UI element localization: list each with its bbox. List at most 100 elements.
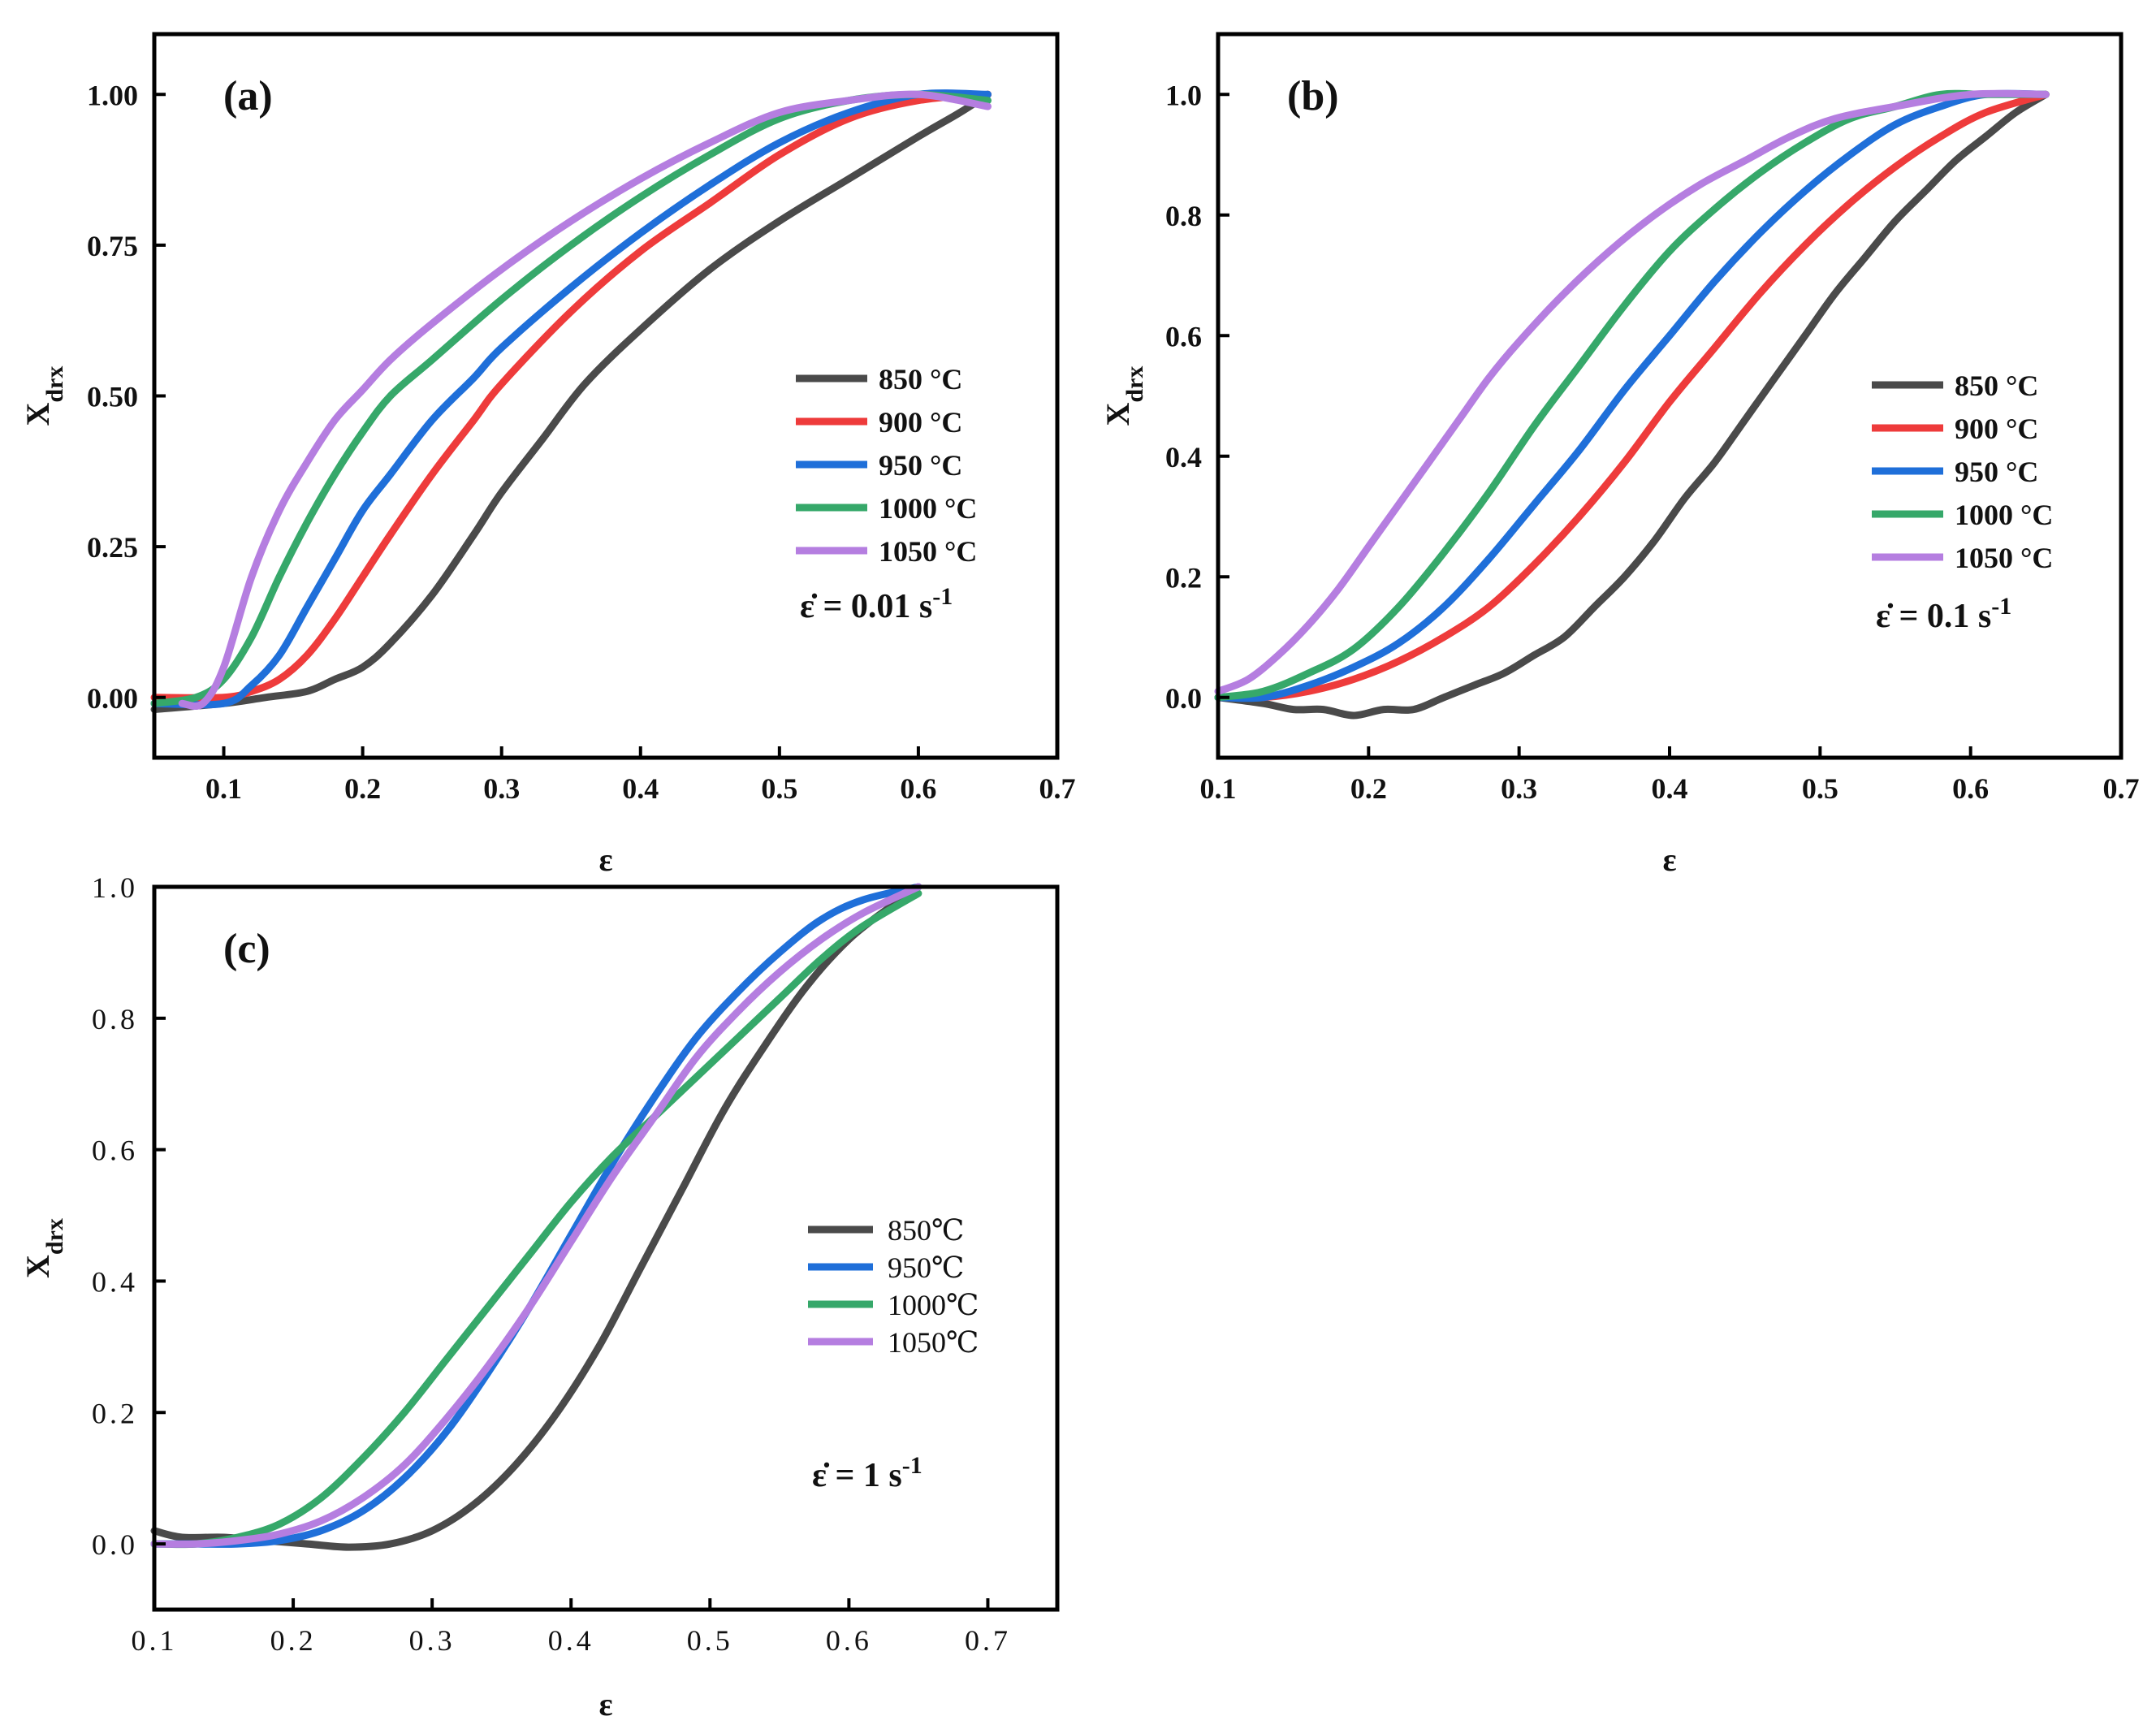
- chart-panel-a: 0.1 0.2 0.3 0.4 0.5 0.6 0.7 0.00 0.25 0.50 0.75 1.0…: [19, 32, 1076, 878]
- x-tick-label: 0.6: [1952, 772, 1989, 805]
- y-tick-label: 0.4: [1165, 441, 1202, 473]
- legend-label-1000: 1000 °C: [879, 492, 977, 525]
- x-tick-label: 0.7: [2103, 772, 2140, 805]
- x-tick-label: 0.6: [826, 1624, 872, 1657]
- y-tick-label: 0.2: [1165, 561, 1202, 594]
- x-tick-label: 0.5: [687, 1624, 733, 1657]
- series-lines: [150, 883, 922, 1551]
- legend-label-950: 950 °C: [1955, 456, 2038, 488]
- chart-panel-b: 0.1 0.2 0.3 0.4 0.5 0.6 0.7 0.0 0.2 0.4 0.6 0.8 1.0 ε…: [1100, 32, 2140, 878]
- strain-rate-exponent: -1: [1991, 593, 2011, 620]
- y-axis: 0.0 0.2 0.4 0.6 0.8 1.0: [92, 871, 166, 1561]
- y-tick-label: 0.4: [92, 1265, 138, 1298]
- legend: 850 °C 900 °C 950 °C 1000 °C 1050 °C: [796, 363, 977, 568]
- y-axis-label-main: X: [19, 1255, 56, 1278]
- series-line-1050: [150, 883, 922, 1548]
- x-tick-label: 0.1: [132, 1624, 178, 1657]
- x-axis-label: ε: [598, 1686, 612, 1723]
- x-tick-label: 0.7: [965, 1624, 1011, 1657]
- legend-label-950: 950 °C: [879, 449, 962, 482]
- x-axis-label: ε: [598, 841, 612, 878]
- y-tick-label: 0.6: [92, 1135, 138, 1167]
- series-line-1050: [178, 90, 992, 710]
- y-axis-label-main: X: [1100, 402, 1136, 426]
- legend-label-1050: 1050 °C: [1955, 542, 2053, 574]
- y-tick-label: 0.00: [87, 682, 138, 715]
- y-axis-label: Xdrx: [19, 366, 68, 426]
- series-lines: [150, 89, 992, 714]
- x-tick-label: 0.2: [1350, 772, 1387, 805]
- y-axis-label-sub: drx: [41, 366, 68, 403]
- x-tick-label: 0.2: [270, 1624, 317, 1657]
- plot-frame: [152, 884, 1060, 1612]
- y-tick-label: 1.0: [92, 871, 138, 904]
- legend-label-850: 850 °C: [879, 363, 962, 396]
- y-axis-label: Xdrx: [1100, 366, 1148, 426]
- series-line-850: [1214, 90, 2050, 720]
- x-tick-label: 0.2: [344, 772, 381, 805]
- legend-label-1050: 1050℃: [888, 1326, 979, 1359]
- series-lines: [1214, 89, 2050, 720]
- legend-label-900: 900 °C: [1955, 413, 2038, 445]
- x-axis: 0.1 0.2 0.3 0.4 0.5 0.6 0.7: [1200, 746, 2140, 805]
- plot-frame: [152, 32, 1060, 760]
- panel-label: (a): [223, 73, 273, 119]
- x-axis: 0.1 0.2 0.3 0.4 0.5 0.6 0.7: [132, 1598, 1011, 1657]
- strain-rate-value: ε̇ = 0.1 s: [1876, 598, 1991, 635]
- strain-rate-exponent: -1: [902, 1452, 922, 1479]
- panel-label: (b): [1287, 73, 1339, 119]
- y-tick-label: 0.6: [1165, 320, 1202, 352]
- legend-label-1000: 1000℃: [888, 1289, 979, 1321]
- strain-rate-value: ε̇ = 1 s: [812, 1457, 902, 1494]
- x-tick-label: 0.3: [483, 772, 520, 805]
- x-tick-label: 0.7: [1039, 772, 1076, 805]
- series-line-950: [1214, 89, 2050, 702]
- strain-rate-value: ε̇ = 0.01 s: [800, 588, 932, 625]
- strain-rate-label: ε̇ = 1 s-1: [812, 1452, 922, 1495]
- series-line-950: [150, 89, 992, 709]
- legend: 850 °C 900 °C 950 °C 1000 °C 1050 °C: [1872, 370, 2053, 574]
- x-tick-label: 0.1: [1200, 772, 1237, 805]
- y-tick-label: 0.25: [87, 531, 138, 564]
- y-tick-label: 0.50: [87, 381, 138, 413]
- legend-label-900: 900 °C: [879, 406, 962, 439]
- series-line-900: [1214, 90, 2050, 702]
- y-tick-label: 0.0: [92, 1528, 138, 1561]
- x-axis-label: ε: [1662, 841, 1676, 878]
- y-tick-label: 0.75: [87, 230, 138, 262]
- strain-rate-label: ε̇ = 0.1 s-1: [1876, 593, 2011, 636]
- strain-rate-exponent: -1: [932, 583, 953, 610]
- y-tick-label: 1.0: [1165, 79, 1202, 111]
- series-line-1000: [150, 90, 992, 707]
- y-axis-label-main: X: [19, 402, 56, 426]
- strain-rate-label: ε̇ = 0.01 s-1: [800, 583, 953, 626]
- y-tick-label: 1.00: [87, 79, 138, 111]
- legend-label-1000: 1000 °C: [1955, 499, 2053, 531]
- x-tick-label: 0.3: [409, 1624, 456, 1657]
- y-axis: 0.00 0.25 0.50 0.75 1.00: [87, 79, 166, 715]
- y-axis-label-sub: drx: [41, 1218, 68, 1255]
- x-tick-label: 0.4: [1652, 772, 1688, 805]
- panel-label: (c): [223, 926, 270, 972]
- series-line-850: [150, 883, 922, 1551]
- y-axis: 0.0 0.2 0.4 0.6 0.8 1.0: [1165, 79, 1229, 715]
- series-line-1050: [1214, 89, 2050, 695]
- x-tick-label: 0.4: [622, 772, 659, 805]
- series-line-900: [150, 90, 992, 702]
- legend-label-850: 850 °C: [1955, 370, 2038, 402]
- y-tick-label: 0.0: [1165, 682, 1202, 715]
- legend-label-1050: 1050 °C: [879, 535, 977, 568]
- legend: 850℃ 950℃ 1000℃ 1050℃: [808, 1214, 979, 1359]
- x-tick-label: 0.5: [761, 772, 797, 805]
- x-tick-label: 0.4: [548, 1624, 594, 1657]
- legend-label-950: 950℃: [888, 1251, 964, 1284]
- y-tick-label: 0.2: [92, 1397, 138, 1429]
- x-tick-label: 0.1: [205, 772, 242, 805]
- y-tick-label: 0.8: [1165, 200, 1202, 232]
- series-line-850: [150, 90, 992, 714]
- x-tick-label: 0.3: [1501, 772, 1537, 805]
- x-tick-label: 0.6: [900, 772, 936, 805]
- y-tick-label: 0.8: [92, 1003, 138, 1035]
- series-line-1000: [150, 889, 922, 1549]
- y-axis-label-sub: drx: [1121, 366, 1148, 403]
